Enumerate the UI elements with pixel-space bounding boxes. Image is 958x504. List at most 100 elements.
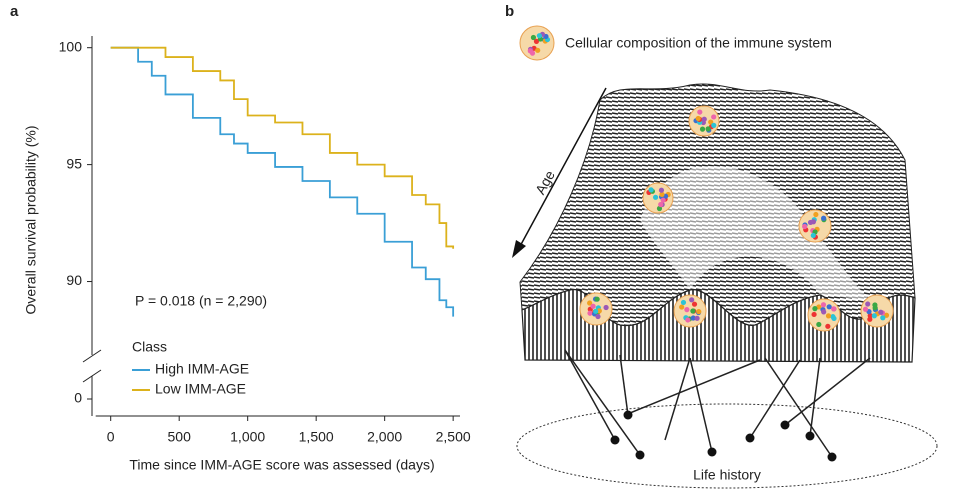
cell bbox=[816, 321, 822, 328]
cell bbox=[812, 306, 818, 312]
cell bbox=[878, 309, 884, 315]
cell bbox=[696, 309, 702, 315]
link bbox=[764, 357, 833, 458]
y-tick-label: 95 bbox=[66, 155, 82, 171]
link bbox=[619, 354, 629, 416]
cell bbox=[658, 187, 665, 193]
node bbox=[827, 452, 837, 462]
cell bbox=[701, 116, 707, 122]
cell bbox=[826, 304, 832, 310]
y-tick-label: 0 bbox=[74, 390, 82, 406]
annotation: P = 0.018 (n = 2,290) bbox=[135, 293, 267, 309]
node bbox=[707, 447, 717, 457]
cell bbox=[590, 303, 596, 309]
cell bbox=[695, 115, 701, 122]
cell bbox=[810, 219, 817, 225]
cell bbox=[862, 306, 869, 312]
x-tick-label: 500 bbox=[168, 429, 192, 445]
y-tick-label: 100 bbox=[59, 38, 83, 54]
arrow-head bbox=[512, 240, 526, 258]
node bbox=[623, 410, 633, 420]
cell bbox=[880, 315, 886, 321]
cell bbox=[535, 47, 541, 53]
axis-break bbox=[82, 369, 102, 383]
cell bbox=[699, 126, 706, 132]
cell bbox=[536, 33, 543, 39]
cell bbox=[679, 304, 685, 310]
cell bbox=[872, 302, 878, 308]
network bbox=[564, 349, 871, 462]
x-tick-label: 1,000 bbox=[230, 429, 265, 445]
panel-label: b bbox=[505, 3, 514, 20]
cell bbox=[689, 297, 695, 303]
link bbox=[624, 359, 761, 416]
axis-break bbox=[82, 349, 102, 363]
cell bbox=[691, 301, 698, 307]
cell bbox=[587, 310, 593, 316]
survival-curve bbox=[110, 46, 455, 317]
cell bbox=[821, 215, 827, 221]
cell bbox=[603, 304, 609, 311]
cell bbox=[867, 316, 873, 322]
cell bbox=[595, 313, 601, 320]
node bbox=[805, 431, 815, 441]
node bbox=[780, 420, 790, 430]
cell bbox=[652, 194, 659, 200]
cell bbox=[593, 308, 599, 314]
cell bbox=[587, 300, 593, 306]
cell bbox=[659, 191, 665, 197]
cell bbox=[705, 126, 711, 132]
cell bbox=[813, 211, 819, 218]
cell bbox=[811, 311, 817, 318]
link bbox=[749, 359, 801, 439]
cell bbox=[883, 312, 890, 318]
legend-title: Class bbox=[132, 339, 167, 355]
link bbox=[809, 357, 821, 437]
cell bbox=[820, 302, 827, 308]
x-tick-label: 2,500 bbox=[436, 429, 471, 445]
cell bbox=[530, 34, 537, 41]
cell bbox=[658, 201, 664, 208]
node bbox=[745, 433, 755, 443]
cell bbox=[684, 307, 690, 313]
cell bbox=[648, 187, 654, 193]
cell bbox=[529, 50, 536, 56]
x-tick-label: 1,500 bbox=[299, 429, 334, 445]
cell bbox=[690, 315, 696, 321]
node bbox=[610, 435, 620, 445]
plot: 0 90 95 100 0 500 1,000 1,500 2,000 2,500 High IMM… bbox=[59, 36, 471, 445]
life-history-ellipse bbox=[516, 403, 938, 489]
link bbox=[689, 357, 713, 453]
survival-curve bbox=[110, 46, 455, 249]
cell bbox=[711, 122, 717, 128]
cell bbox=[802, 223, 808, 230]
y-tick-label: 90 bbox=[66, 272, 82, 288]
cell bbox=[708, 119, 714, 125]
cell bbox=[871, 313, 877, 319]
link bbox=[784, 357, 871, 426]
x-tick-label: 0 bbox=[107, 429, 115, 445]
link bbox=[564, 349, 616, 441]
cell bbox=[656, 205, 663, 212]
y-axis-title: Overall survival probability (%) bbox=[23, 125, 39, 314]
legend-text: Cellular composition of the immune syste… bbox=[565, 35, 832, 51]
cell bbox=[831, 315, 837, 322]
cell bbox=[660, 197, 666, 203]
link bbox=[564, 349, 641, 456]
cell bbox=[594, 296, 600, 302]
ellipse-label: Life history bbox=[693, 467, 761, 483]
cell bbox=[694, 315, 700, 321]
age-arrow bbox=[517, 87, 607, 251]
node bbox=[635, 450, 645, 460]
panel-label: a bbox=[10, 3, 19, 20]
x-tick-label: 2,000 bbox=[367, 429, 402, 445]
cell bbox=[685, 317, 691, 323]
cell bbox=[865, 301, 871, 307]
cell bbox=[697, 109, 703, 115]
x-axis-title: Time since IMM-AGE score was assessed (d… bbox=[129, 457, 434, 473]
cell bbox=[831, 306, 837, 312]
cell bbox=[680, 299, 687, 306]
cells bbox=[519, 25, 894, 332]
legend-label: High IMM-AGE bbox=[155, 361, 249, 377]
